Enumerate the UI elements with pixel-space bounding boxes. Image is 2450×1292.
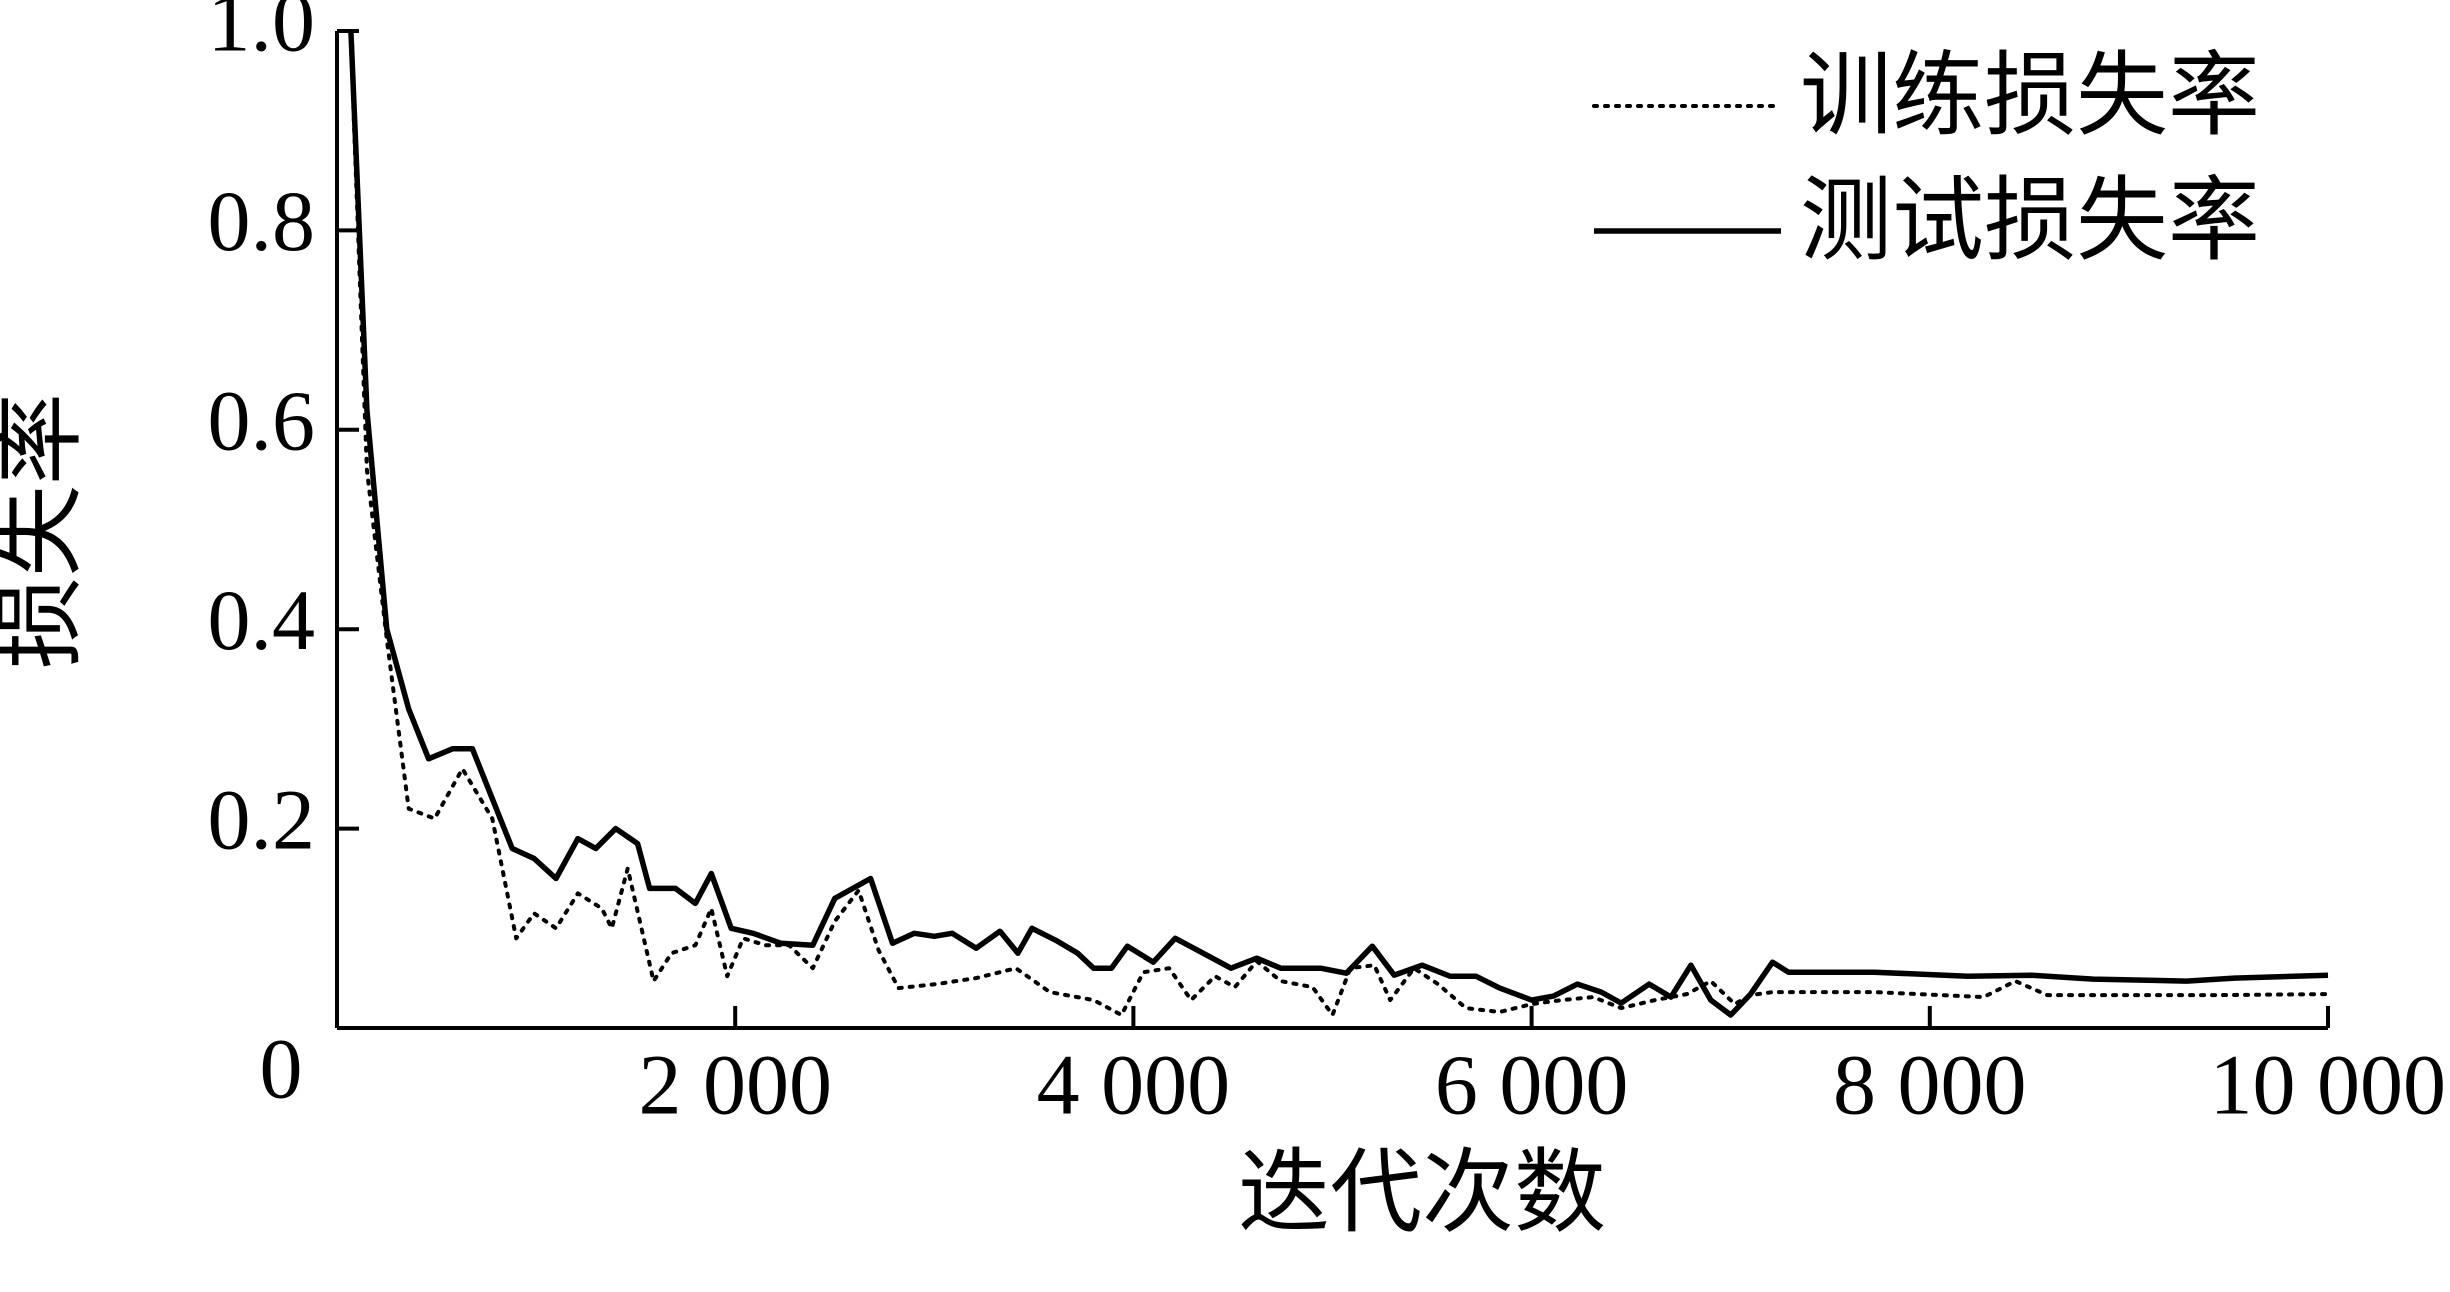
legend-label: 测试损失率 [1800, 170, 2260, 272]
y-tick-label: 0.8 [208, 173, 316, 269]
x-tick-label: 8 000 [1833, 1037, 2027, 1133]
line-series [348, 30, 2329, 1018]
x-tick-label: 2 000 [638, 1037, 832, 1133]
line-series [348, 39, 2330, 1017]
y-tick-label: 0.6 [208, 373, 316, 469]
x-tick-label: 6 000 [1435, 1037, 1629, 1133]
y-tick-label: 0.4 [208, 572, 316, 668]
x-tick-label: 4 000 [1037, 1037, 1231, 1133]
x-tick-label: 0 [260, 1021, 303, 1117]
y-tick-label: 1.0 [208, 0, 316, 70]
y-axis-title: 损失率 [0, 393, 91, 669]
x-axis-title: 迭代次数 [1238, 1142, 1606, 1244]
x-tick-label: 10 000 [2210, 1037, 2447, 1133]
y-tick-label: 0.2 [208, 771, 316, 867]
legend-label: 训练损失率 [1800, 45, 2260, 147]
